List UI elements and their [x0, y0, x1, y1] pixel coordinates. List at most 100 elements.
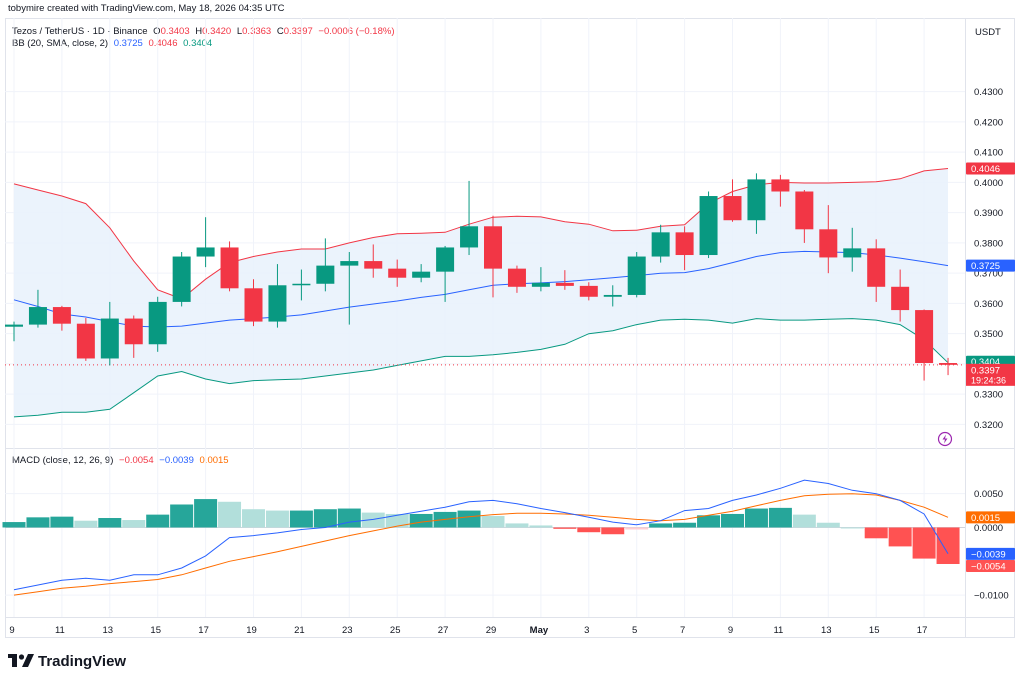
- candle[interactable]: [148, 296, 167, 352]
- candle-body: [436, 247, 455, 272]
- candle[interactable]: [52, 305, 71, 331]
- candle-body: [795, 191, 814, 230]
- macd-name[interactable]: MACD (close, 12, 26, 9): [12, 455, 114, 466]
- candle[interactable]: [5, 321, 23, 342]
- macd-histogram-bar: [265, 510, 289, 528]
- candle[interactable]: [651, 224, 670, 263]
- candle[interactable]: [699, 191, 718, 259]
- macd-axis-label: 0.0050: [974, 489, 1003, 500]
- candle[interactable]: [196, 217, 215, 268]
- currency-label[interactable]: USDT: [975, 27, 1001, 38]
- macd-histogram-bar: [912, 527, 936, 559]
- candle[interactable]: [675, 226, 694, 271]
- candle[interactable]: [627, 252, 646, 298]
- macd-signal-value: 0.0015: [199, 455, 229, 466]
- candle[interactable]: [340, 252, 359, 325]
- candle[interactable]: [484, 215, 502, 298]
- macd-histogram-bar: [337, 508, 361, 528]
- candle[interactable]: [220, 241, 239, 292]
- lightning-icon[interactable]: [937, 431, 953, 447]
- macd-histogram-bar: [2, 522, 26, 528]
- countdown-text: 19:24:36: [971, 375, 1006, 385]
- candle-body: [124, 318, 143, 345]
- open-label: O: [153, 26, 161, 37]
- candle[interactable]: [555, 270, 574, 290]
- macd-hist-badge-text: −0.0054: [971, 561, 1006, 572]
- upper-band-badge-bg: [966, 162, 1015, 175]
- time-axis-label: 13: [103, 625, 114, 636]
- candle-body: [723, 196, 742, 221]
- candle[interactable]: [364, 244, 383, 278]
- candle[interactable]: [507, 265, 526, 293]
- macd-histogram-bar: [313, 509, 337, 528]
- bb-lower-line: [13, 318, 949, 418]
- last-price-text: 0.3397: [971, 365, 1000, 376]
- last-price-badge-bg: [966, 363, 1015, 386]
- symbol-name[interactable]: Tezos / TetherUS · 1D · Binance: [12, 26, 148, 37]
- macd-histogram-bar: [721, 513, 744, 528]
- macd-histogram-bar: [74, 520, 98, 528]
- candle[interactable]: [436, 245, 455, 302]
- macd-histogram-bar: [864, 527, 888, 539]
- time-axis-label: May: [530, 625, 549, 636]
- candle[interactable]: [76, 317, 95, 361]
- open-value: 0.3403: [160, 26, 190, 37]
- candle-body: [148, 301, 167, 345]
- candle[interactable]: [915, 309, 934, 381]
- candle-body: [555, 282, 574, 286]
- time-axis-label: 21: [294, 625, 305, 636]
- candle[interactable]: [28, 289, 47, 328]
- candle[interactable]: [819, 205, 838, 274]
- chart-border: [5, 18, 1015, 638]
- macd-histogram-bar: [409, 513, 433, 528]
- price-axis-label: 0.3900: [974, 208, 1003, 219]
- bb-name[interactable]: BB (20, SMA, close, 2): [12, 38, 109, 49]
- candle[interactable]: [172, 252, 191, 307]
- candle[interactable]: [723, 179, 742, 222]
- candle[interactable]: [244, 279, 263, 327]
- candle[interactable]: [388, 259, 407, 287]
- candle[interactable]: [771, 174, 790, 207]
- price-axis-label: 0.4100: [974, 148, 1003, 159]
- bb-lower-value: 0.3404: [183, 38, 213, 49]
- macd-histogram-bar: [649, 523, 673, 528]
- time-axis-label: 19: [246, 625, 257, 636]
- macd-hist-value: −0.0054: [119, 455, 154, 466]
- time-axis-label: 7: [680, 625, 685, 636]
- macd-histogram-bar: [481, 515, 505, 528]
- candle[interactable]: [603, 285, 622, 307]
- macd-histogram-bar: [529, 525, 553, 528]
- candle[interactable]: [531, 267, 550, 292]
- candle[interactable]: [292, 269, 311, 301]
- candle-body: [939, 363, 958, 365]
- candle-body: [172, 256, 191, 302]
- candle[interactable]: [124, 315, 143, 358]
- candle[interactable]: [939, 357, 958, 376]
- time-axis-label: 23: [342, 625, 353, 636]
- macd-hist-badge: −0.0054: [966, 559, 1015, 572]
- candle[interactable]: [891, 269, 910, 322]
- macd-histogram-bar: [194, 499, 218, 528]
- candle[interactable]: [747, 173, 766, 234]
- upper-band-badge: 0.4046: [966, 162, 1015, 175]
- candle[interactable]: [867, 239, 886, 302]
- candle[interactable]: [316, 238, 335, 292]
- low-label: L: [236, 26, 243, 37]
- price-axis-label: 0.4000: [974, 178, 1003, 189]
- candle-body: [627, 256, 646, 295]
- candle[interactable]: [412, 264, 431, 283]
- candle-body: [220, 247, 239, 289]
- candle[interactable]: [795, 189, 814, 243]
- tradingview-logo[interactable]: TradingView: [8, 650, 126, 672]
- macd-histogram-bar: [888, 527, 912, 547]
- candle[interactable]: [843, 227, 862, 272]
- high-value: 0.3420: [202, 26, 232, 37]
- candle[interactable]: [268, 264, 287, 328]
- candle[interactable]: [100, 301, 119, 366]
- macd-histogram-bar: [50, 516, 74, 528]
- time-axis-label: 15: [150, 625, 161, 636]
- candle[interactable]: [460, 180, 479, 256]
- candle[interactable]: [579, 282, 598, 301]
